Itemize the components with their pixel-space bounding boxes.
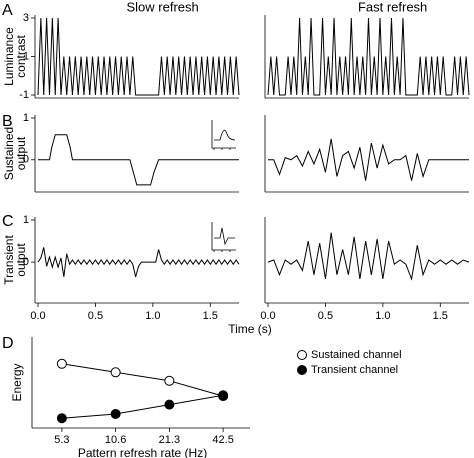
y-tick-label: 0 [23, 256, 29, 268]
y-tick-label: 0 [23, 154, 29, 166]
inset-axes [211, 222, 236, 252]
x-tick-label: 0.0 [30, 310, 45, 322]
y-axis-label: Sustained [2, 127, 16, 180]
point [110, 367, 121, 378]
x-tick-label: 0.5 [88, 310, 103, 322]
trace [267, 17, 470, 96]
x-tick-label: 1.0 [145, 310, 160, 322]
y-tick-label: 1 [23, 112, 29, 124]
y-axis-label: contrast [14, 34, 28, 77]
point [218, 390, 229, 401]
legend-label: Transient channel [311, 364, 398, 376]
point [56, 358, 67, 369]
series-line [61, 363, 224, 397]
x-tick-label: 5.3 [54, 434, 69, 446]
trace [37, 17, 240, 96]
legend-marker [297, 350, 307, 360]
legend-label: Sustained channel [311, 349, 402, 361]
point [56, 413, 67, 424]
legend-marker [297, 365, 307, 375]
y-axis-label: Luminance [2, 27, 16, 86]
inset-kernel [214, 227, 235, 246]
trace [268, 138, 469, 181]
trace [37, 247, 240, 277]
point [110, 408, 121, 419]
y-axis-label: Energy [10, 363, 24, 401]
panel-label: B [2, 113, 13, 130]
y-tick-label: 1 [23, 214, 29, 226]
inset-kernel [214, 129, 236, 141]
panel-label: A [2, 2, 13, 19]
y-axis-label: Transient [2, 235, 16, 285]
x-tick-label: 42.5 [212, 434, 233, 446]
point [164, 399, 175, 410]
x-tick-label: 21.3 [159, 434, 180, 446]
inset-axes [211, 120, 236, 150]
panel-label: D [2, 335, 14, 352]
x-tick-label: 1.5 [203, 310, 218, 322]
x-tick-label: 0.0 [260, 310, 275, 322]
panel-label: C [2, 213, 14, 230]
y-tick-label: -1 [19, 89, 29, 101]
x-axis-label: Time (s) [228, 322, 272, 336]
chart-title: Fast refresh [358, 0, 427, 14]
trace [267, 232, 470, 281]
y-tick-label: 1 [23, 50, 29, 62]
chart-title: Slow refresh [126, 0, 198, 14]
point [164, 375, 175, 386]
y-axis-label: output [14, 243, 28, 277]
x-axis-label: Pattern refresh rate (Hz) [78, 446, 207, 458]
inset-kernels [211, 120, 236, 252]
y-axis-label: output [14, 136, 28, 170]
x-tick-label: 0.5 [318, 310, 333, 322]
y-tick-label: 3 [23, 12, 29, 24]
x-tick-label: 1.5 [433, 310, 448, 322]
x-tick-label: 1.0 [375, 310, 390, 322]
x-tick-label: 10.6 [105, 434, 126, 446]
trace [38, 134, 239, 186]
series-line [61, 394, 224, 419]
